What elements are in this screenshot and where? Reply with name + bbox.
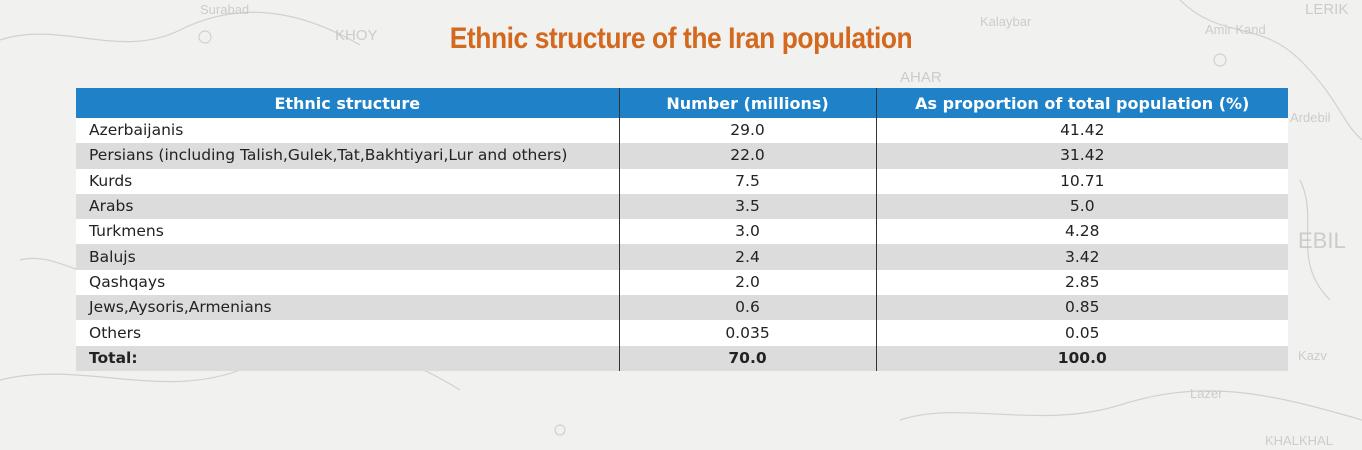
map-label: EBIL — [1298, 228, 1346, 253]
percent-value: 0.85 — [875, 295, 1288, 321]
percent-value: 3.42 — [875, 244, 1288, 270]
percent-value: 0.05 — [875, 320, 1288, 346]
map-label: KHALKHAL — [1265, 433, 1333, 448]
table-row: Persians (including Talish,Gulek,Tat,Bak… — [76, 143, 1288, 169]
map-label: AHAR — [900, 69, 942, 86]
map-label: KHOY — [335, 27, 378, 44]
ethnic-name: Turkmens — [76, 219, 619, 245]
table-row: Others 0.035 0.05 — [76, 320, 1288, 346]
map-label: Amir Kand — [1205, 22, 1266, 37]
table-row: Arabs 3.5 5.0 — [76, 193, 1288, 220]
total-percent: 100.0 — [875, 345, 1288, 371]
number-value: 3.5 — [618, 193, 876, 220]
total-label: Total: — [76, 345, 619, 371]
table-row: Turkmens 3.0 4.28 — [76, 219, 1288, 245]
table-row: Jews,Aysoris,Armenians 0.6 0.85 — [76, 295, 1288, 321]
total-number: 70.0 — [618, 345, 876, 371]
table-total-row: Total: 70.0 100.0 — [76, 345, 1288, 371]
percent-value: 41.42 — [875, 118, 1288, 144]
percent-value: 10.71 — [875, 168, 1288, 194]
table-row: Kurds 7.5 10.71 — [76, 168, 1288, 194]
map-label: Kalaybar — [980, 14, 1032, 29]
ethnic-name: Persians (including Talish,Gulek,Tat,Bak… — [76, 143, 619, 169]
map-label: Kazv — [1298, 348, 1327, 363]
table-row: Qashqays 2.0 2.85 — [76, 269, 1288, 296]
map-label: Lazer — [1190, 386, 1223, 401]
ethnic-name: Balujs — [76, 244, 619, 270]
map-label: LERIK — [1305, 1, 1348, 18]
number-value: 3.0 — [618, 219, 876, 245]
number-value: 7.5 — [618, 168, 876, 194]
header-ethnic-structure: Ethnic structure — [76, 88, 619, 118]
table-header-row: Ethnic structure Number (millions) As pr… — [76, 88, 1288, 118]
number-value: 2.0 — [618, 269, 876, 296]
ethnic-name: Arabs — [76, 193, 619, 220]
ethnic-name: Qashqays — [76, 269, 619, 296]
header-number: Number (millions) — [618, 88, 876, 118]
number-value: 29.0 — [618, 118, 876, 144]
map-label: Surabad — [200, 2, 249, 17]
percent-value: 2.85 — [875, 269, 1288, 296]
number-value: 0.6 — [618, 295, 876, 321]
header-proportion: As proportion of total population (%) — [875, 88, 1288, 118]
ethnic-name: Kurds — [76, 168, 619, 194]
ethnic-name: Others — [76, 320, 619, 346]
number-value: 22.0 — [618, 143, 876, 169]
ethnic-name: Jews,Aysoris,Armenians — [76, 295, 619, 321]
ethnic-structure-table: Ethnic structure Number (millions) As pr… — [76, 88, 1288, 371]
number-value: 0.035 — [618, 320, 876, 346]
page-title: Ethnic structure of the Iran population — [449, 22, 913, 55]
table-row: Azerbaijanis 29.0 41.42 — [76, 118, 1288, 144]
percent-value: 31.42 — [875, 143, 1288, 169]
ethnic-name: Azerbaijanis — [76, 118, 619, 144]
number-value: 2.4 — [618, 244, 876, 270]
map-label: Ardebil — [1290, 110, 1331, 125]
percent-value: 4.28 — [875, 219, 1288, 245]
table-row: Balujs 2.4 3.42 — [76, 244, 1288, 270]
percent-value: 5.0 — [875, 193, 1288, 220]
